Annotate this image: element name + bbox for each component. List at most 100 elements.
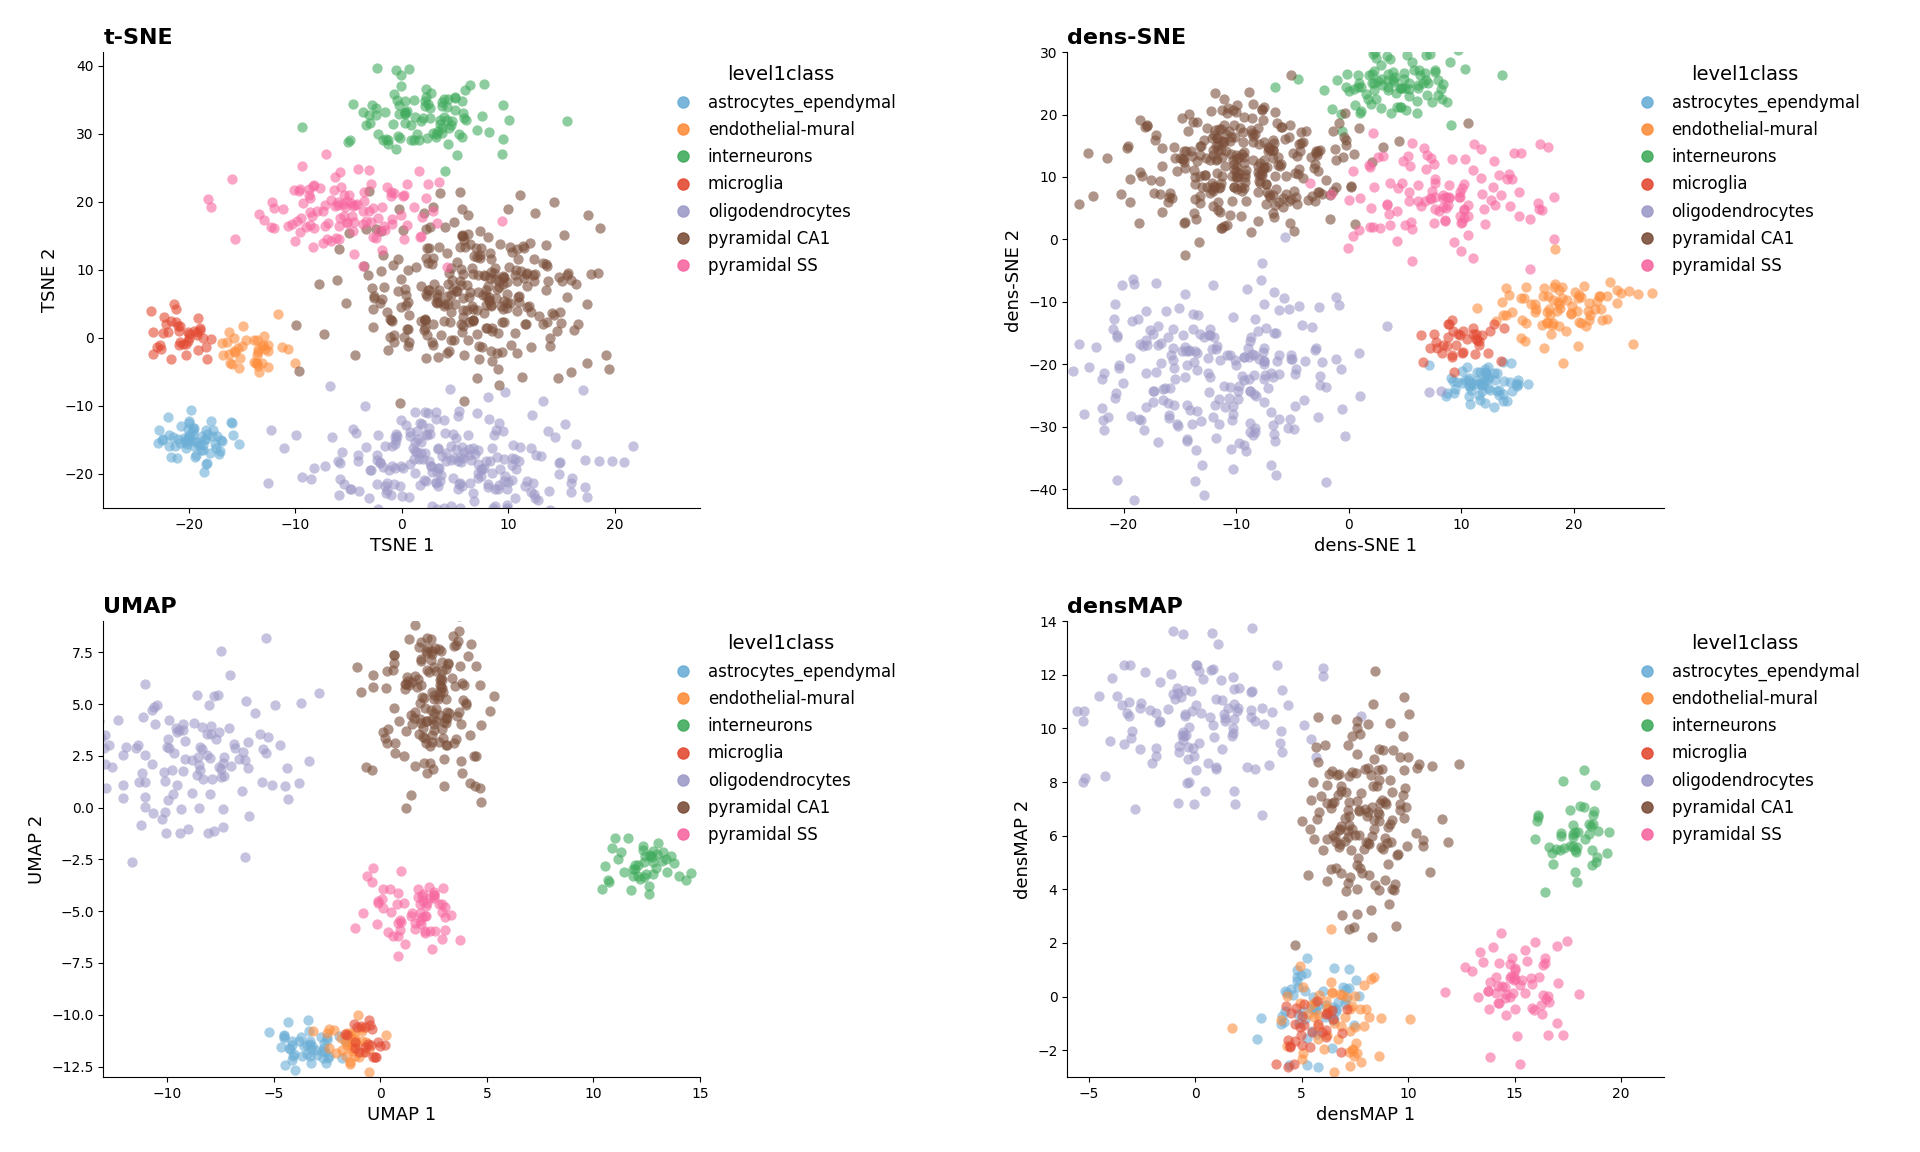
Point [1494,197,1524,215]
Point [1114,349,1144,367]
Point [447,449,478,468]
Point [205,441,236,460]
Point [361,475,392,493]
Point [426,93,457,112]
Point [1601,294,1632,312]
Point [1565,286,1596,304]
Point [1238,127,1269,145]
Point [1467,326,1498,344]
Point [438,734,468,752]
Point [1427,90,1457,108]
Point [1177,702,1208,720]
Point [420,293,451,311]
Point [346,1018,376,1037]
Point [1371,195,1402,213]
Point [1331,994,1361,1013]
Point [1473,369,1503,387]
Point [371,662,401,681]
Point [1296,174,1327,192]
Point [276,1036,307,1054]
Point [294,203,324,221]
Point [384,96,415,114]
Point [419,274,449,293]
Point [1332,821,1363,840]
Point [426,642,457,660]
Point [188,463,219,482]
Point [1242,183,1273,202]
Point [445,752,476,771]
Point [286,118,317,136]
Point [1215,191,1246,210]
Point [436,303,467,321]
Point [445,275,476,294]
Point [1359,43,1390,61]
Point [1236,327,1267,346]
Point [186,740,217,758]
Point [250,340,280,358]
Point [419,886,449,904]
Point [1271,984,1302,1002]
Point [1536,316,1567,334]
Point [348,257,378,275]
Point [344,482,374,500]
Point [378,184,409,203]
Point [336,194,367,212]
Point [461,776,492,795]
Point [1171,432,1202,450]
Point [117,852,148,871]
Point [1492,392,1523,410]
Point [1223,698,1254,717]
Point [163,430,194,448]
Point [399,450,430,469]
Point [436,379,467,397]
Point [1359,74,1390,92]
Point [267,338,298,356]
Point [1457,962,1488,980]
Point [161,723,192,742]
Point [1167,150,1198,168]
Point [1171,773,1202,791]
Point [1263,346,1294,364]
Point [1544,841,1574,859]
Point [1382,846,1413,864]
Point [228,317,259,335]
Point [430,908,461,926]
Point [1302,748,1332,766]
Point [388,458,419,477]
Point [144,420,175,439]
Point [1304,1017,1334,1036]
Point [1114,706,1144,725]
Point [1248,342,1279,361]
Point [1334,979,1365,998]
Point [84,729,115,748]
Point [1281,999,1311,1017]
Point [1219,116,1250,135]
Point [449,346,480,364]
Point [257,198,288,217]
Point [146,340,177,358]
Point [1517,295,1548,313]
Point [392,260,422,279]
Point [1325,838,1356,856]
Point [422,214,453,233]
Point [397,903,428,922]
Point [1390,798,1421,817]
Point [436,286,467,304]
Point [380,435,411,454]
Point [357,198,388,217]
Point [1227,123,1258,142]
Point [426,97,457,115]
Point [369,104,399,122]
Point [215,666,246,684]
Point [493,258,524,276]
Point [411,425,442,444]
Point [127,764,157,782]
Point [1390,100,1421,119]
Point [1453,377,1484,395]
Point [165,317,196,335]
Point [424,326,455,344]
Point [1405,326,1436,344]
Point [1382,98,1413,116]
Point [470,296,501,314]
Point [541,321,572,340]
